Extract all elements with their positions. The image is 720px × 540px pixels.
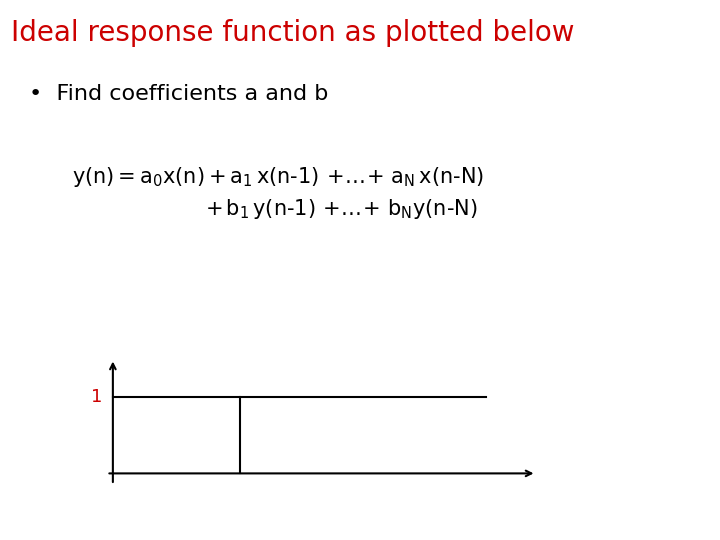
Text: 1: 1 xyxy=(91,388,102,406)
Text: •  Find coefficients a and b: • Find coefficients a and b xyxy=(29,84,328,104)
Text: $\mathrm{y(n) = a_0x(n)+ a_1\,x(n\text{-}1)\,+\!\ldots\!+\,a_N\,x(n\text{-}N)}$: $\mathrm{y(n) = a_0x(n)+ a_1\,x(n\text{-… xyxy=(72,165,484,188)
Text: Ideal response function as plotted below: Ideal response function as plotted below xyxy=(11,19,575,47)
Text: $\mathrm{+\,b_1\,y(n\text{-}1)\,+\!\ldots\!+\,b_N y(n\text{-}N)}$: $\mathrm{+\,b_1\,y(n\text{-}1)\,+\!\ldot… xyxy=(205,197,478,221)
